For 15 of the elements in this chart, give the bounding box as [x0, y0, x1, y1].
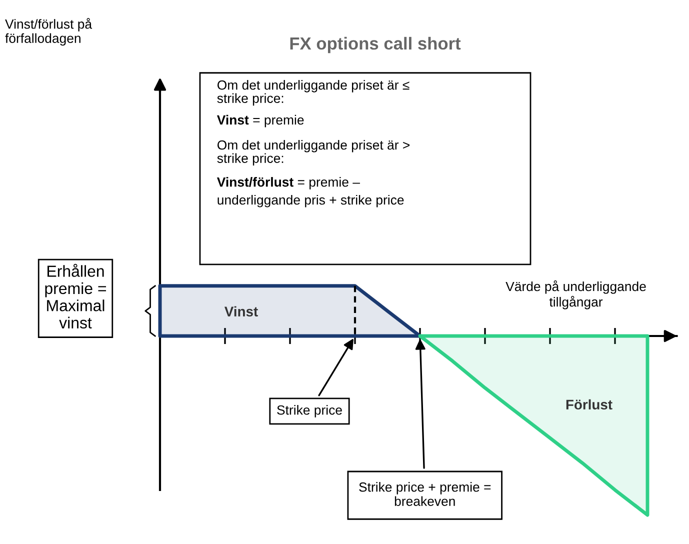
annotation: Vinst: [224, 306, 258, 316]
text: Om det underliggande priset är > strike price:: [217, 140, 410, 166]
annotation: Strike price + premie = breakeven: [359, 482, 491, 506]
text: Om det underliggande priset är ≤ strike price:: [217, 80, 410, 106]
text: Erhållen premie = Maximal vinst: [45, 264, 106, 329]
chart-title: FX options call short: [290, 36, 461, 54]
x-axis-title: Värde på underliggande tillgångar: [506, 280, 646, 310]
text: underliggande pris + strike price: [218, 194, 404, 208]
text: = premie: [253, 114, 304, 128]
text: = premie –: [298, 177, 360, 190]
annotation: Förlust: [566, 399, 612, 410]
text: Vinst/förlust på förfallodagen: [5, 18, 92, 46]
text: Vinst: [216, 114, 249, 125]
text: Vinst/förlust: [216, 177, 294, 187]
annotation: Strike price: [277, 405, 342, 418]
